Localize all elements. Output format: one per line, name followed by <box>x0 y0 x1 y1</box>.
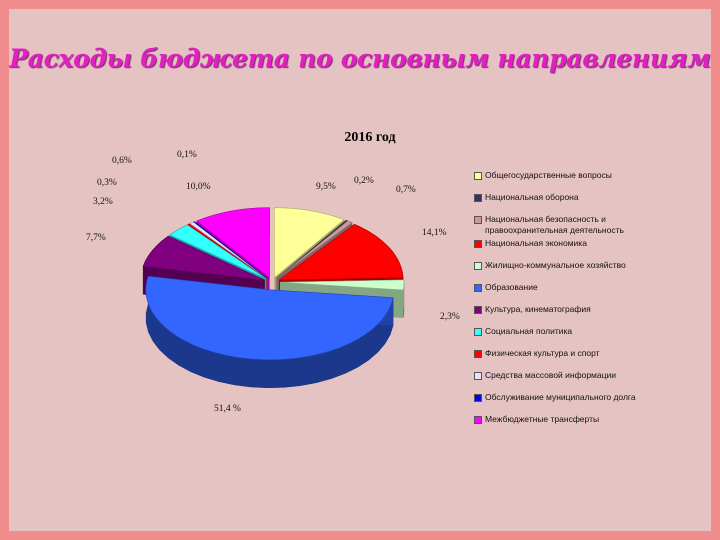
legend-swatch <box>474 394 482 402</box>
legend-swatch <box>474 306 482 314</box>
legend-swatch <box>474 194 482 202</box>
legend-item: Национальная экономика <box>474 238 674 249</box>
legend-swatch <box>474 284 482 292</box>
pie-slice <box>196 207 270 279</box>
legend-item: Национальная безопасность и правоохранит… <box>474 214 674 236</box>
slice-pct-label: 0,3% <box>97 178 117 188</box>
legend-swatch <box>474 416 482 424</box>
legend-label: Социальная политика <box>485 326 573 336</box>
legend-label: Общегосударственные вопросы <box>485 170 612 180</box>
pie-slice <box>278 223 404 281</box>
legend-item: Национальная оборона <box>474 192 674 203</box>
legend-label: Национальная оборона <box>485 192 579 202</box>
legend-label: Физическая культура и спорт <box>485 348 600 358</box>
pie-slice <box>279 279 405 291</box>
pie-slice <box>276 220 353 279</box>
legend-item: Физическая культура и спорт <box>474 348 674 359</box>
legend-item: Средства массовой информации <box>474 370 674 381</box>
pie-slice <box>142 235 265 281</box>
legend-item: Культура, кинематография <box>474 304 674 315</box>
legend-label: Средства массовой информации <box>485 370 616 380</box>
slice-pct-label: 0,6% <box>112 156 132 166</box>
slice-pct-label: 3,2% <box>93 197 113 207</box>
slice-pct-label: 0,1% <box>177 150 197 160</box>
pie-slice <box>145 275 394 361</box>
slice-pct-label: 2,3% <box>440 312 460 322</box>
slice-pct-label: 9,5% <box>316 182 336 192</box>
legend-item: Образование <box>474 282 674 293</box>
slice-pct-label: 0,2% <box>354 176 374 186</box>
legend-label: Жилищно-коммунальное хозяйство <box>485 260 626 270</box>
slice-pct-label: 51,4 % <box>214 404 241 414</box>
legend-swatch <box>474 240 482 248</box>
slice-pct-label: 10,0% <box>186 182 211 192</box>
slide-title: Расходы бюджета по основным направлениям <box>9 44 711 73</box>
legend-label: Национальная экономика <box>485 238 587 248</box>
legend-swatch <box>474 262 482 270</box>
legend-label: Межбюджетные трансферты <box>485 414 600 424</box>
legend-item: Жилищно-коммунальное хозяйство <box>474 260 674 271</box>
legend-item: Межбюджетные трансферты <box>474 414 674 425</box>
legend-label: Национальная безопасность и правоохранит… <box>485 214 624 235</box>
legend-swatch <box>474 216 482 224</box>
pie-slice <box>193 221 268 279</box>
legend-label: Образование <box>485 282 538 292</box>
chart-legend: Общегосударственные вопросы Национальная … <box>474 170 674 436</box>
legend-swatch <box>474 372 482 380</box>
legend-item: Обслуживание муниципального долга <box>474 392 674 403</box>
slice-pct-label: 14,1% <box>422 228 447 238</box>
legend-swatch <box>474 172 482 180</box>
legend-item: Общегосударственные вопросы <box>474 170 674 181</box>
legend-label: Обслуживание муниципального долга <box>485 392 636 402</box>
legend-label: Культура, кинематография <box>485 304 591 314</box>
slice-pct-label: 0,7% <box>396 185 416 195</box>
legend-item: Социальная политика <box>474 326 674 337</box>
pie-slice <box>274 207 345 279</box>
legend-swatch <box>474 328 482 336</box>
legend-swatch <box>474 350 482 358</box>
slice-pct-label: 7,7% <box>86 233 106 243</box>
pie-slice <box>169 224 267 280</box>
chart-title: 2016 год <box>344 130 396 145</box>
